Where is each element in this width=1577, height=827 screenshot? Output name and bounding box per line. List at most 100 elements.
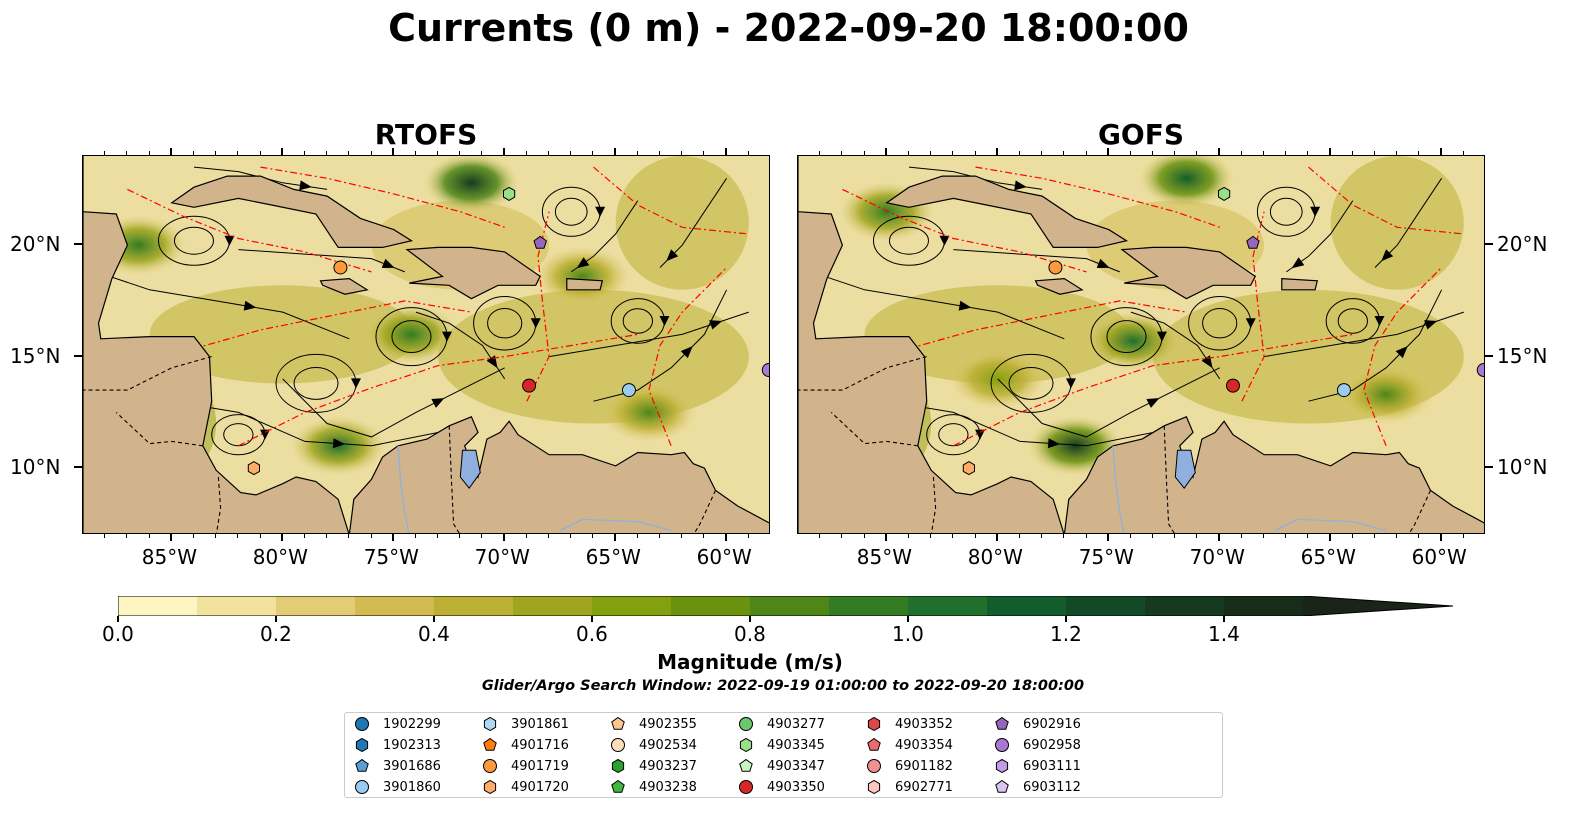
- colorbar-label: Magnitude (m/s): [657, 650, 843, 674]
- high-speed-core: [363, 304, 460, 365]
- high-speed-core: [423, 156, 520, 213]
- minor-tick: [215, 534, 217, 538]
- colorbar-tick-label: 0.2: [260, 622, 292, 646]
- minor-tick: [1240, 151, 1242, 155]
- minor-tick: [481, 151, 483, 155]
- streamline: [798, 267, 1065, 340]
- colorbar-segment: [750, 596, 830, 616]
- high-speed-core: [600, 382, 697, 443]
- streamline-arrow: [530, 318, 541, 329]
- y-tick-label: 20°N: [10, 232, 61, 257]
- float-4901720: [962, 461, 975, 476]
- legend-label: 4903277: [767, 716, 825, 732]
- gofs-map-canvas: [798, 156, 1484, 533]
- colorbar-segment: [671, 596, 751, 616]
- minor-tick: [192, 534, 194, 538]
- legend-marker: [739, 737, 753, 753]
- legend-marker: [483, 759, 497, 773]
- minor-tick: [348, 151, 350, 155]
- minor-tick: [1240, 534, 1242, 538]
- legend-item-1902299: 1902299: [353, 714, 441, 734]
- colorbar-tick-label: 0.8: [734, 622, 766, 646]
- river: [559, 518, 672, 532]
- streamline-arrow: [243, 300, 257, 311]
- x-tick-label: 75°W: [363, 545, 419, 569]
- streamline-arrow: [958, 300, 972, 311]
- legend-item-4903350: 4903350: [737, 777, 825, 797]
- lake-maracaibo: [1174, 449, 1196, 490]
- river: [397, 445, 410, 533]
- minor-tick: [570, 151, 572, 155]
- minor-tick: [392, 534, 394, 538]
- x-tick-label: 85°W: [856, 545, 912, 569]
- minor-tick: [841, 534, 843, 538]
- y-tick-label: 10°N: [1497, 455, 1548, 480]
- colorbar-segment: [434, 596, 514, 616]
- colorbar-segment: [908, 596, 988, 616]
- country-border: [1408, 490, 1431, 533]
- land: [1281, 277, 1319, 291]
- float-6902958: [761, 363, 769, 378]
- eddy-streamline: [1269, 197, 1303, 226]
- minor-tick: [1063, 534, 1065, 538]
- float-4903345: [1218, 186, 1231, 201]
- eez-boundary: [127, 188, 372, 273]
- land: [170, 175, 414, 249]
- legend-marker-hexagon: [867, 716, 881, 732]
- colorbar-segment: [118, 596, 198, 616]
- minor-tick: [1351, 151, 1353, 155]
- colorbar-tick: [749, 616, 751, 622]
- legend-marker: [995, 738, 1009, 752]
- minor-tick: [1462, 534, 1464, 538]
- minor-tick: [281, 534, 283, 538]
- legend-marker: [867, 737, 881, 751]
- streamline-arrow: [595, 206, 606, 217]
- x-tick-label: 60°W: [1411, 545, 1467, 569]
- colorbar-segment: [276, 596, 356, 616]
- legend-marker-pentagon: [355, 758, 369, 772]
- legend-marker: [995, 716, 1009, 730]
- country-border: [115, 411, 203, 447]
- legend-label: 6902771: [895, 779, 953, 795]
- legend-marker-circle: [995, 738, 1009, 752]
- legend-marker: [867, 759, 881, 773]
- minor-tick: [636, 151, 638, 155]
- minor-tick: [414, 534, 416, 538]
- minor-tick: [1307, 151, 1309, 155]
- float-4903350: [1225, 378, 1240, 393]
- minor-tick: [259, 151, 261, 155]
- minor-tick: [1440, 534, 1442, 538]
- legend-item-4903352: 4903352: [865, 714, 953, 734]
- minor-tick: [414, 151, 416, 155]
- minor-tick: [681, 151, 683, 155]
- minor-tick: [215, 151, 217, 155]
- streamline-arrow: [1156, 331, 1167, 342]
- legend-label: 4903354: [895, 737, 953, 753]
- minor-tick: [614, 151, 616, 155]
- minor-tick: [459, 151, 461, 155]
- legend-item-4901720: 4901720: [481, 777, 569, 797]
- legend-marker-hexagon: [611, 758, 625, 774]
- streamline-arrow: [299, 180, 312, 191]
- streamline-arrow: [1245, 318, 1256, 329]
- eez-boundary: [953, 333, 1353, 447]
- legend-marker-pentagon: [611, 779, 625, 793]
- streamline-arrow: [939, 235, 950, 246]
- minor-tick: [681, 534, 683, 538]
- legend-marker-hexagon: [483, 779, 497, 795]
- legend-label: 6903111: [1023, 758, 1081, 774]
- legend-marker-circle: [483, 759, 497, 773]
- minor-tick: [1107, 534, 1109, 538]
- high-speed-core: [1138, 156, 1235, 209]
- minor-tick: [1462, 151, 1464, 155]
- legend-label: 4901719: [511, 758, 569, 774]
- legend-marker-hexagon: [739, 737, 753, 753]
- speed-band: [149, 285, 416, 384]
- x-tick-label: 85°W: [141, 545, 197, 569]
- legend-marker: [355, 717, 369, 731]
- float-6902958: [1476, 363, 1484, 378]
- minor-tick: [996, 151, 998, 155]
- legend-item-6902771: 6902771: [865, 777, 953, 797]
- colorbar-tick: [1223, 616, 1225, 622]
- eddy-streamline: [391, 320, 432, 354]
